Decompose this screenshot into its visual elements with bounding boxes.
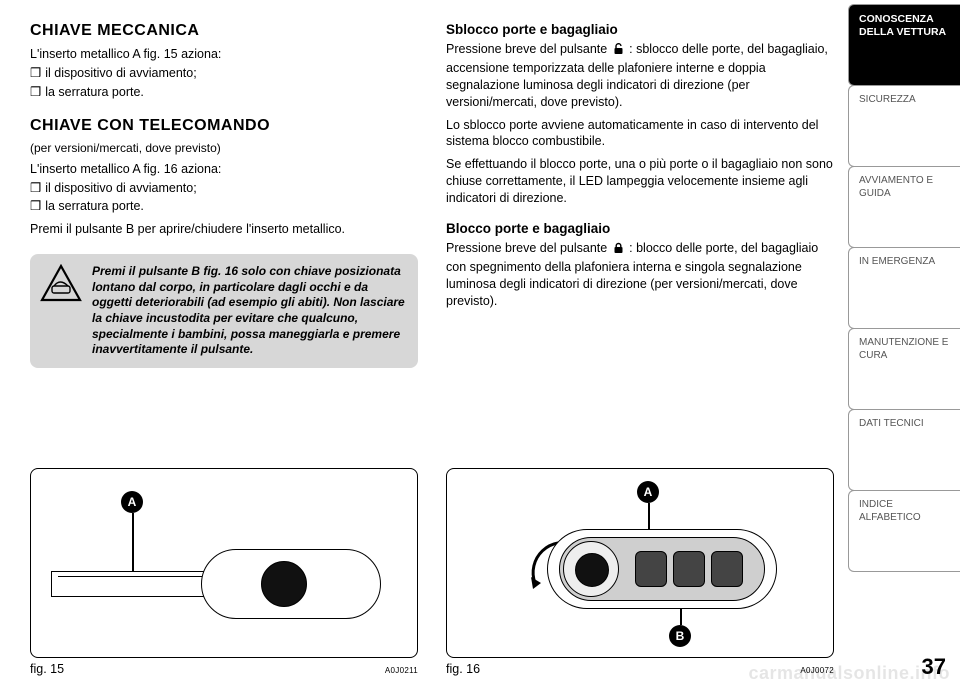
bullet-text: la serratura porte. [45, 84, 144, 101]
bullet-marker: ❒ [30, 84, 41, 101]
warning-box: Premi il pulsante B fig. 16 solo con chi… [30, 254, 418, 368]
list-item: ❒ il dispositivo di avviamento; [30, 65, 418, 82]
lock-icon [613, 242, 624, 259]
subtitle-note: (per versioni/mercati, dove previsto) [30, 141, 418, 155]
list-item: ❒ la serratura porte. [30, 198, 418, 215]
bullet-marker: ❒ [30, 198, 41, 215]
bullet-marker: ❒ [30, 180, 41, 197]
heading-chiave-meccanica: CHIAVE MECCANICA [30, 22, 418, 40]
figure-caption: fig. 15 A0J0211 [30, 662, 418, 676]
paragraph: Pressione breve del pulsante : sblocco d… [446, 41, 834, 111]
figure-label: fig. 16 [446, 662, 480, 676]
key-illustration [51, 549, 391, 619]
watermark: carmanualsonline.info [748, 663, 950, 684]
paragraph: Lo sblocco porte avviene automaticamente… [446, 117, 834, 151]
left-column: CHIAVE MECCANICA L'inserto metallico A f… [30, 22, 418, 676]
paragraph: Premi il pulsante B per aprire/chiudere … [30, 221, 418, 238]
figure-label: fig. 15 [30, 662, 64, 676]
paragraph: Se effettuando il blocco porte, una o pi… [446, 156, 834, 207]
paragraph: L'inserto metallico A fig. 15 aziona: [30, 46, 418, 63]
tab-indice[interactable]: INDICE ALFABETICO [848, 490, 960, 572]
callout-a: A [637, 481, 659, 503]
tab-avviamento[interactable]: AVVIAMENTO E GUIDA [848, 166, 960, 248]
warning-text: Premi il pulsante B fig. 16 solo con chi… [92, 264, 406, 358]
figure-15: A [30, 468, 418, 658]
bullet-marker: ❒ [30, 65, 41, 82]
subheading-sblocco: Sblocco porte e bagagliaio [446, 22, 834, 37]
callout-a: A [121, 491, 143, 513]
bullet-text: il dispositivo di avviamento; [45, 180, 196, 197]
tab-dati-tecnici[interactable]: DATI TECNICI [848, 409, 960, 491]
content-area: CHIAVE MECCANICA L'inserto metallico A f… [0, 0, 848, 686]
remote-key-illustration [507, 509, 787, 629]
heading-chiave-telecomando: CHIAVE CON TELECOMANDO [30, 117, 418, 135]
unlock-icon [613, 43, 624, 60]
paragraph: L'inserto metallico A fig. 16 aziona: [30, 161, 418, 178]
tab-manutenzione[interactable]: MANUTENZIONE E CURA [848, 328, 960, 410]
page: CHIAVE MECCANICA L'inserto metallico A f… [0, 0, 960, 686]
tab-emergenza[interactable]: IN EMERGENZA [848, 247, 960, 329]
paragraph: Pressione breve del pulsante : blocco de… [446, 240, 834, 310]
list-item: ❒ il dispositivo di avviamento; [30, 180, 418, 197]
subheading-blocco: Blocco porte e bagagliaio [446, 221, 834, 236]
bullet-text: il dispositivo di avviamento; [45, 65, 196, 82]
tab-sicurezza[interactable]: SICUREZZA [848, 85, 960, 167]
list-item: ❒ la serratura porte. [30, 84, 418, 101]
figure-code: A0J0211 [385, 666, 418, 675]
sidebar-tabs: CONOSCENZA DELLA VETTURA SICUREZZA AVVIA… [848, 0, 960, 686]
warning-triangle-icon [40, 264, 82, 358]
right-column: Sblocco porte e bagagliaio Pressione bre… [446, 22, 834, 676]
bullet-text: la serratura porte. [45, 198, 144, 215]
figure-16: A B [446, 468, 834, 658]
tab-conoscenza[interactable]: CONOSCENZA DELLA VETTURA [848, 4, 960, 86]
